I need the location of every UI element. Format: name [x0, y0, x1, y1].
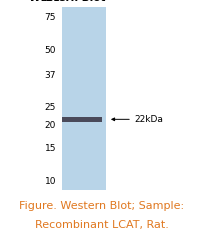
Text: kDa: kDa	[40, 0, 60, 4]
Text: 10: 10	[44, 177, 56, 186]
Text: Recombinant LCAT, Rat.: Recombinant LCAT, Rat.	[35, 220, 169, 230]
Bar	[62, 7, 106, 190]
Text: 50: 50	[44, 46, 56, 55]
Text: 15: 15	[44, 144, 56, 153]
Text: 22kDa: 22kDa	[134, 115, 163, 124]
Bar	[62, 117, 102, 122]
Text: 20: 20	[45, 121, 56, 130]
Text: 37: 37	[44, 70, 56, 79]
Text: 75: 75	[44, 13, 56, 22]
Text: Western Blot: Western Blot	[30, 0, 106, 4]
Text: Figure. Western Blot; Sample:: Figure. Western Blot; Sample:	[19, 201, 185, 211]
Text: 25: 25	[45, 103, 56, 112]
